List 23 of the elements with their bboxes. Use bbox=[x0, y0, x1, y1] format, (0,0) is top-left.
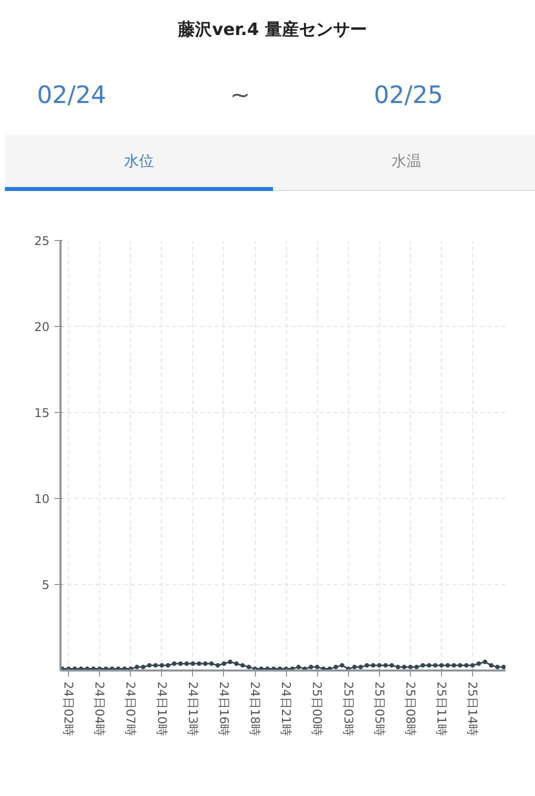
x-tick-label: 25日00時 bbox=[310, 682, 324, 736]
x-tick-label: 24日21時 bbox=[279, 682, 294, 736]
text: 02/24 ~ 02/25 bbox=[37, 81, 443, 109]
y-tick-label: 10 bbox=[34, 492, 50, 506]
x-tick-label: 24日18時 bbox=[248, 682, 262, 736]
x-tick-label: 24日04時 bbox=[92, 682, 107, 736]
y-tick-label: 15 bbox=[34, 406, 50, 420]
x-tick-label: 25日05時 bbox=[372, 682, 386, 736]
y-tick-label: 25 bbox=[34, 234, 50, 248]
x-tick-label: 25日08時 bbox=[403, 682, 418, 736]
chart-title: 藤沢ver.4 量産センサー bbox=[178, 19, 367, 42]
text: 水位 bbox=[5, 135, 272, 191]
x-tick-label: 25日03時 bbox=[341, 682, 356, 736]
x-tick-label: 24日13時 bbox=[186, 682, 200, 736]
y-tick-label: 20 bbox=[34, 320, 50, 334]
text: 水温 bbox=[272, 135, 535, 191]
x-tick-label: 25日14時 bbox=[466, 682, 480, 736]
x-tick-label: 24日10時 bbox=[154, 682, 169, 736]
x-tick-label: 24日16時 bbox=[216, 682, 231, 736]
x-tick-label: 24日07時 bbox=[124, 682, 138, 736]
x-tick-label: 24日02時 bbox=[62, 682, 76, 736]
x-tick-label: 25日11時 bbox=[434, 682, 448, 736]
y-tick-label: 5 bbox=[42, 578, 50, 592]
